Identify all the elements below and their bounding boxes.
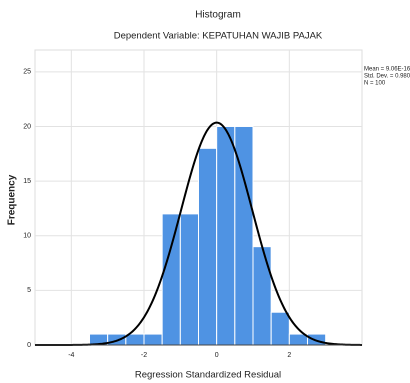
bar (252, 246, 272, 346)
stats-label: Std. Dev. = 0.980 (364, 74, 410, 80)
x-tick-label: 0 (215, 352, 219, 359)
bar (179, 213, 199, 346)
y-tick-label: 25 (23, 69, 31, 76)
chart-title: Histogram (195, 10, 241, 21)
y-tick-label: 20 (23, 123, 31, 130)
bar (270, 311, 290, 346)
stats-label: Mean = 9.06E-16 (364, 67, 410, 73)
x-tick-label: -2 (141, 352, 147, 359)
y-tick-label: 5 (27, 287, 31, 294)
bar (198, 147, 218, 346)
bar (143, 333, 163, 346)
y-tick-label: 0 (27, 342, 31, 349)
y-tick-label: 15 (23, 178, 31, 185)
x-tick-label: 2 (287, 352, 291, 359)
bar (216, 125, 236, 346)
bar (161, 213, 181, 346)
y-axis-label: Frequency (7, 174, 18, 225)
y-tick-label: 10 (23, 233, 31, 240)
stats-label: N = 100 (364, 81, 386, 87)
x-axis-label: Regression Standardized Residual (135, 370, 281, 381)
chart-subtitle: Dependent Variable: KEPATUHAN WAJIB PAJA… (114, 31, 323, 42)
x-tick-label: -4 (68, 352, 74, 359)
